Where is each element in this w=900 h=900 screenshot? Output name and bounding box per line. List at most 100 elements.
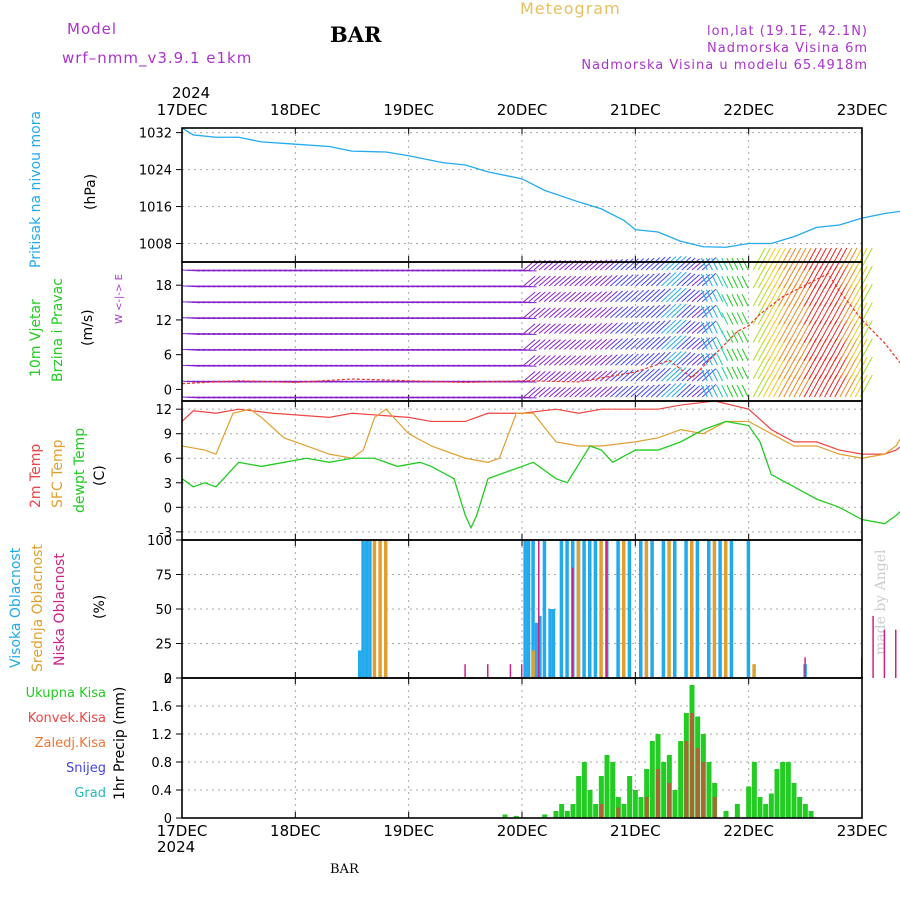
precip-bar-total	[604, 755, 610, 818]
wind-barb	[700, 321, 708, 334]
wind-barb	[564, 371, 577, 382]
wind-barb	[533, 339, 546, 350]
wind-barb	[569, 339, 582, 350]
x-tick-label-top: 23DEC	[837, 101, 888, 119]
wind-barb	[711, 257, 718, 271]
wind-barb	[661, 256, 677, 271]
cloud-bar	[729, 540, 734, 678]
cloud-bar	[384, 540, 388, 678]
wind-barb	[594, 338, 608, 350]
y-tick-label: 0.4	[151, 784, 172, 799]
wind-barb	[640, 321, 655, 334]
year-label-top: 2024	[172, 84, 211, 102]
wind-barb	[700, 257, 708, 271]
wind-barb	[700, 289, 708, 302]
wind-barb	[625, 337, 639, 350]
precip-bar-total	[644, 769, 650, 818]
wind-barb	[666, 382, 682, 398]
wind-barb	[579, 275, 592, 287]
wind-barb	[736, 294, 744, 307]
page-title: BAR	[330, 22, 382, 47]
wind-barb	[615, 258, 629, 271]
wind-barb	[655, 367, 671, 382]
wind-barb	[604, 290, 618, 303]
x-tick-label-top: 17DEC	[157, 101, 208, 119]
wind-barb	[518, 269, 537, 272]
wind-barb	[548, 355, 561, 366]
precip-bar-total	[513, 815, 519, 818]
wind-barb	[533, 355, 546, 366]
precip-bar-total	[576, 776, 582, 818]
wind-barb	[721, 312, 729, 325]
wind-barb	[635, 305, 650, 318]
wind-barb	[752, 247, 766, 271]
cloud-bar	[712, 540, 717, 678]
wind-barb	[543, 323, 556, 334]
cloud-bar	[684, 540, 688, 678]
wind-barb	[661, 287, 677, 303]
cloud-bar	[746, 540, 751, 678]
precip-bar-convective	[599, 804, 604, 818]
wind-barb	[700, 337, 708, 350]
cloud-bar	[378, 540, 382, 678]
wind-barb	[615, 338, 629, 350]
cloud-bar	[883, 629, 886, 678]
wind-barb	[700, 353, 708, 366]
wind-barb	[716, 321, 724, 334]
x-tick-label-top: 22DEC	[723, 101, 774, 119]
y-tick-label: 6	[164, 452, 172, 467]
cloud-bar	[690, 540, 694, 678]
y-tick-label: 1016	[139, 201, 172, 216]
y-tick-label: 0.8	[151, 756, 172, 771]
wind-barb	[594, 322, 608, 334]
wind-barb	[620, 258, 634, 271]
wind-barb	[666, 271, 682, 287]
wind-barb	[650, 304, 666, 318]
wind-barb	[686, 337, 700, 350]
chart-title: Meteogram	[520, 0, 621, 18]
wind-barb	[711, 305, 718, 318]
wind-barb	[671, 255, 687, 271]
wind-barb	[518, 285, 537, 288]
wind-barb	[691, 275, 705, 287]
wind-barb	[844, 247, 858, 271]
y-tick-label: -3	[159, 526, 172, 541]
wind-barb	[579, 387, 592, 398]
precip-bar-total	[564, 811, 570, 818]
precip-bar-total	[774, 769, 780, 818]
wind-barb	[691, 322, 705, 334]
wind-barb	[716, 257, 724, 271]
wind-barb	[711, 337, 718, 350]
wind-barb	[726, 312, 734, 325]
precip-bar-total	[791, 783, 797, 818]
wind-barbs	[181, 247, 873, 399]
wind-barb	[635, 384, 650, 398]
cloud-bar	[559, 540, 564, 678]
wind-barb	[705, 257, 713, 271]
wind-barb	[686, 274, 700, 287]
wind-barb	[610, 258, 623, 271]
wind-barb	[538, 275, 551, 287]
wind-barb	[666, 287, 682, 303]
wind-barb	[650, 256, 666, 271]
precip-bar-convective	[701, 762, 706, 818]
wind-barb	[538, 355, 551, 366]
legend-snijeg: Snijeg	[66, 761, 106, 776]
precip-bar-total	[638, 797, 644, 818]
cloud-bar	[667, 540, 671, 678]
precip-bar-total	[570, 804, 576, 818]
wind-barb	[569, 355, 582, 366]
wind-barb	[543, 291, 556, 303]
wind-barb	[691, 338, 705, 350]
wind-barb	[736, 366, 744, 380]
wind-barb	[849, 247, 863, 271]
wind-barb	[691, 386, 705, 398]
wind-barb	[579, 323, 592, 334]
precip-bar-total	[627, 776, 633, 818]
y-tick-label: 100	[147, 534, 172, 549]
wind-barb	[604, 386, 618, 398]
wind-barb	[705, 353, 713, 366]
wind-barb	[671, 303, 687, 318]
wind-barb	[538, 307, 551, 319]
wind-barb	[569, 323, 582, 334]
